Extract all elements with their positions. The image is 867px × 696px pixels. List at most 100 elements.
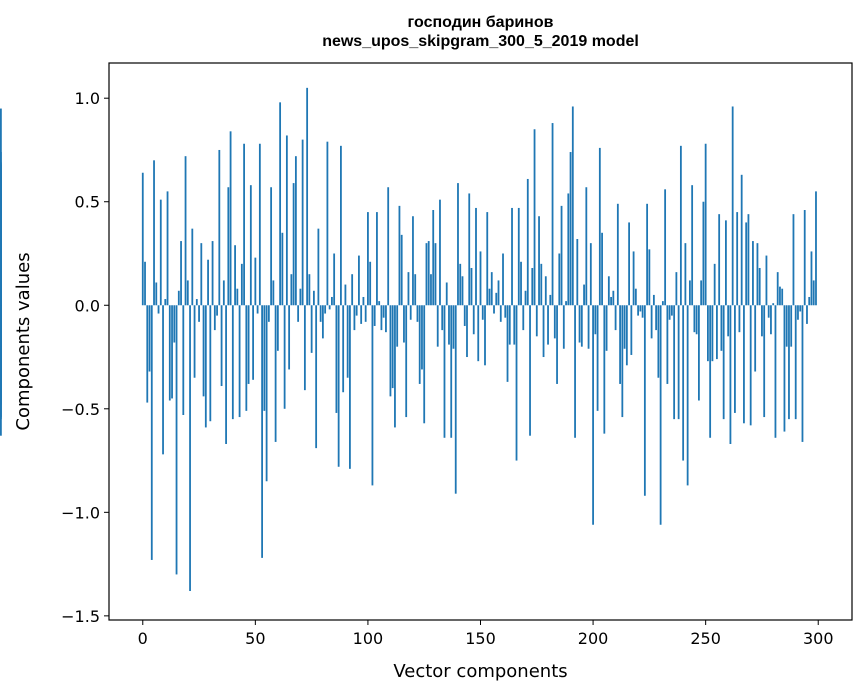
bar [407, 272, 410, 306]
bar [335, 305, 338, 413]
bar [202, 305, 205, 397]
plot-frame [108, 62, 853, 621]
bar [770, 305, 772, 335]
bar [391, 305, 394, 389]
bar [571, 106, 574, 306]
bar [376, 212, 378, 306]
bar [693, 305, 696, 333]
bar [200, 243, 203, 306]
bar [558, 253, 561, 306]
bar [493, 305, 495, 314]
bar [499, 305, 502, 322]
bar [173, 305, 176, 343]
bar [198, 305, 200, 322]
bar [612, 290, 615, 306]
bar [389, 305, 392, 397]
bar [605, 305, 608, 351]
bar [639, 305, 642, 312]
bar [144, 261, 146, 306]
bar [594, 305, 597, 335]
bar [470, 267, 473, 306]
bar [585, 187, 588, 306]
bar [299, 288, 302, 306]
bar [303, 305, 306, 391]
bar [688, 280, 691, 306]
bar [513, 305, 516, 345]
bar [664, 189, 667, 306]
bar [159, 199, 162, 306]
bar [709, 305, 712, 438]
bar [486, 212, 489, 306]
bar [725, 220, 727, 306]
bar [328, 305, 331, 310]
bar [256, 305, 259, 314]
bar [544, 276, 547, 306]
bar [270, 187, 273, 306]
y-tick-label: 0.5 [75, 193, 100, 212]
bar [204, 305, 207, 428]
bar [734, 305, 736, 413]
bar [150, 305, 153, 560]
bar [385, 305, 387, 333]
bar [346, 305, 349, 378]
bar [288, 305, 291, 370]
bar [308, 274, 311, 306]
bar [283, 305, 286, 409]
bar [220, 305, 223, 387]
bar [218, 149, 221, 306]
bar [340, 145, 342, 306]
bar [524, 290, 527, 306]
bar [209, 305, 212, 422]
bar [387, 187, 390, 306]
bar [400, 234, 403, 306]
y-tick-label: −0.5 [61, 400, 100, 419]
bar [538, 216, 540, 306]
bar [247, 305, 250, 384]
bar [240, 263, 243, 306]
bar [738, 305, 741, 333]
bar [533, 129, 536, 306]
bar [616, 203, 619, 306]
x-tick-label: 300 [803, 629, 834, 648]
bar [587, 305, 590, 349]
bar [141, 172, 144, 306]
bar [398, 205, 401, 306]
bar [403, 305, 405, 343]
bar [565, 301, 567, 306]
bar [736, 212, 739, 306]
bar [718, 214, 721, 306]
bar [646, 203, 649, 306]
bar [432, 210, 435, 306]
bar [576, 239, 579, 306]
y-tick-label: −1.5 [61, 607, 100, 626]
bar [731, 106, 734, 306]
bar [193, 305, 196, 378]
bar [461, 276, 464, 306]
bar [661, 301, 664, 306]
bar [317, 228, 320, 306]
bar [468, 193, 471, 306]
bar [171, 305, 173, 399]
bar [716, 305, 718, 360]
bar [652, 294, 655, 306]
bar [162, 305, 164, 455]
bar [472, 305, 475, 335]
bar [321, 305, 324, 339]
bar [517, 207, 520, 306]
bar [409, 305, 412, 320]
bar [380, 305, 383, 331]
bar [488, 288, 491, 306]
bar [439, 199, 441, 306]
bar [610, 296, 612, 306]
bar [166, 191, 169, 306]
bar [367, 212, 369, 306]
bar [276, 305, 279, 351]
bar [0, 305, 2, 418]
bar [369, 261, 372, 306]
bar [641, 305, 644, 318]
bar [781, 288, 784, 306]
bar [344, 284, 347, 306]
bar [479, 251, 482, 306]
bar [623, 305, 626, 349]
bar [684, 243, 687, 306]
